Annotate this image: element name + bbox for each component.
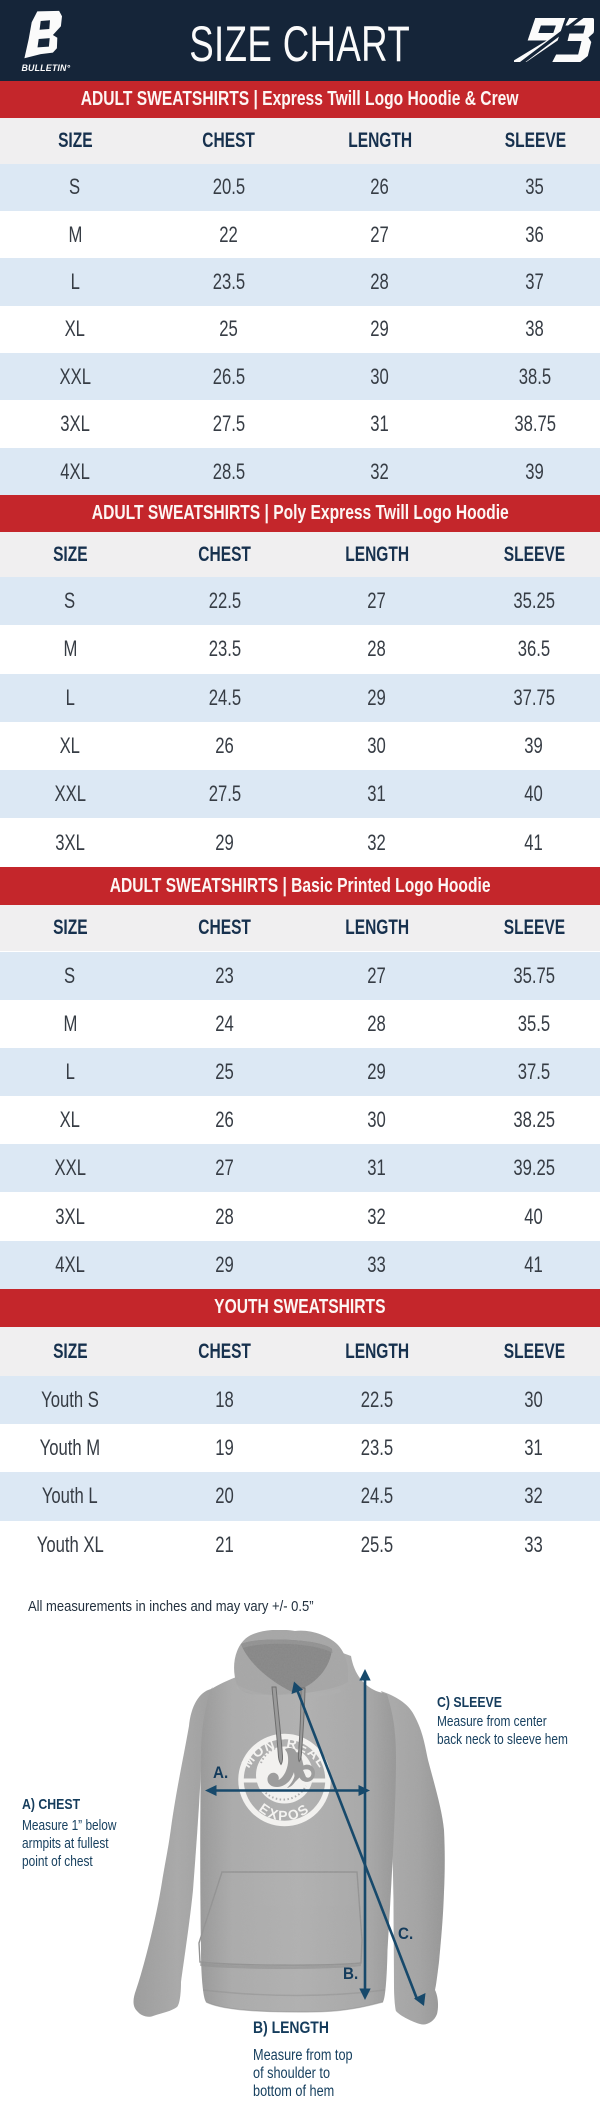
svg-text:EXPOS: EXPOS bbox=[256, 1801, 312, 1824]
svg-text:BULLETIN°: BULLETIN° bbox=[22, 63, 71, 73]
